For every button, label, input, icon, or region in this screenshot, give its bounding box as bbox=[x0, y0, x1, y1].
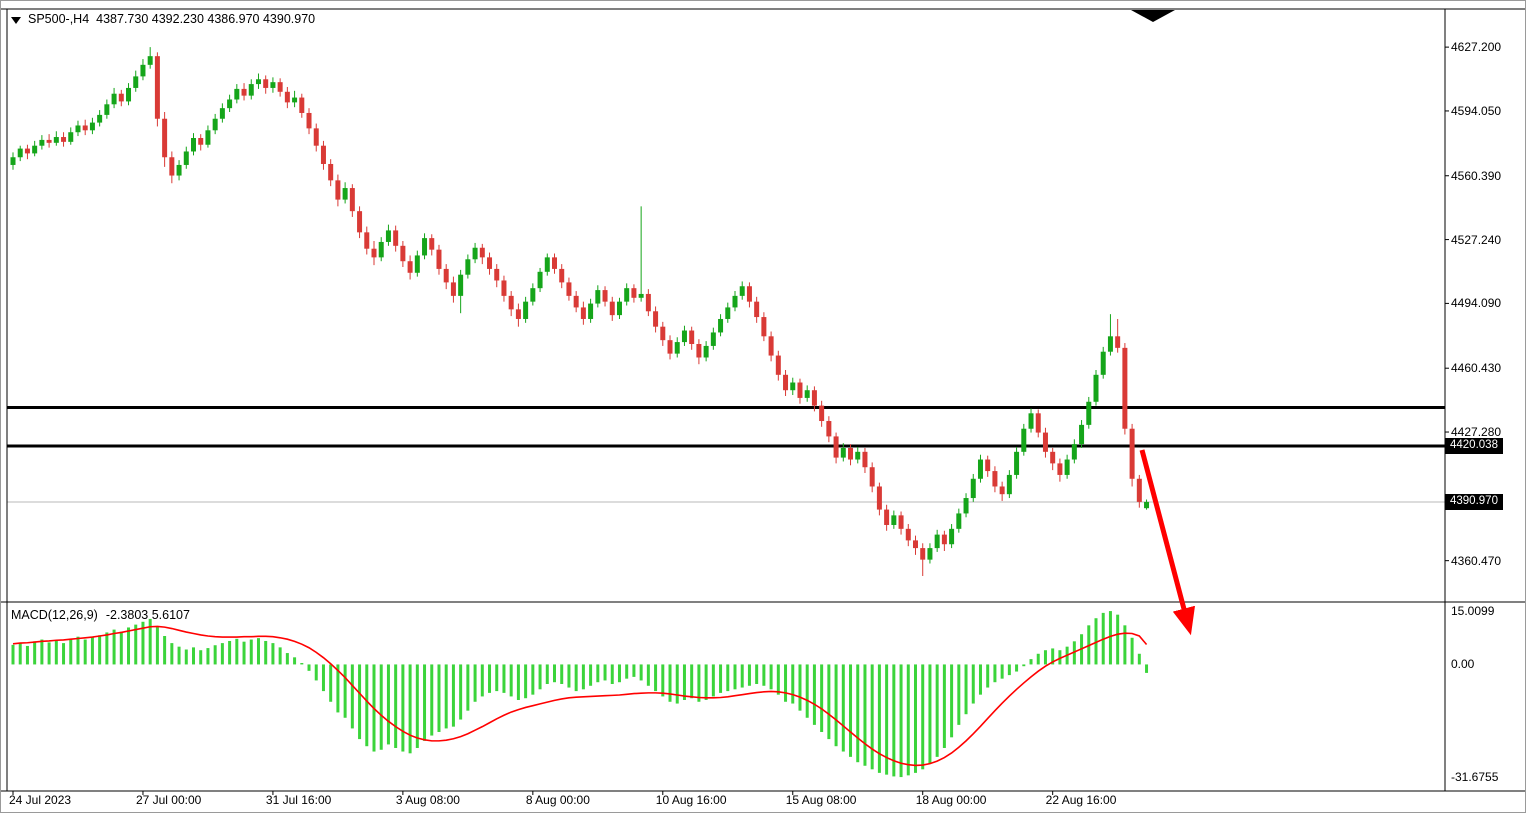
shift-marker-icon[interactable] bbox=[1131, 10, 1175, 22]
macd-axis-label: 15.0099 bbox=[1451, 604, 1495, 619]
price-tag: 4420.038 bbox=[1445, 437, 1503, 454]
time-axis-label: 27 Jul 00:00 bbox=[135, 793, 202, 807]
symbol-timeframe-label: SP500-,H4 bbox=[28, 12, 90, 26]
macd-signal-line bbox=[12, 625, 1148, 767]
time-axis-label: 31 Jul 16:00 bbox=[265, 793, 332, 807]
time-axis-label: 18 Aug 00:00 bbox=[915, 793, 987, 807]
price-axis-label: 4627.200 bbox=[1451, 40, 1502, 55]
price-axis-label: 4427.280 bbox=[1451, 425, 1502, 440]
time-axis-label: 8 Aug 00:00 bbox=[525, 793, 590, 807]
macd-indicator-label: MACD(12,26,9) -2.3803 5.6107 bbox=[11, 608, 190, 622]
price-axis-label: 4360.470 bbox=[1451, 553, 1502, 568]
macd-axis-label: -31.6755 bbox=[1451, 770, 1499, 785]
macd-axis-label: 0.00 bbox=[1451, 657, 1475, 672]
candlestick-series bbox=[10, 47, 1150, 577]
symbol-dropdown-icon[interactable] bbox=[11, 16, 21, 24]
chart-header: SP500-,H4 4387.730 4392.230 4386.970 439… bbox=[11, 12, 315, 26]
time-axis-label: 15 Aug 08:00 bbox=[785, 793, 857, 807]
ohlc-values: 4387.730 4392.230 4386.970 4390.970 bbox=[96, 12, 316, 26]
price-axis-label: 4560.390 bbox=[1451, 168, 1502, 183]
trend-arrow[interactable] bbox=[1139, 449, 1196, 636]
price-axis-label: 4527.240 bbox=[1451, 232, 1502, 247]
price-tag: 4390.970 bbox=[1445, 493, 1503, 510]
macd-values: -2.3803 5.6107 bbox=[105, 608, 190, 622]
time-axis-label: 24 Jul 2023 bbox=[9, 793, 72, 807]
price-axis-label: 4460.430 bbox=[1451, 361, 1502, 376]
time-axis-label: 22 Aug 16:00 bbox=[1045, 793, 1117, 807]
macd-histogram bbox=[11, 611, 1149, 778]
support-resistance-lines[interactable] bbox=[7, 406, 1445, 448]
price-axis-label: 4494.090 bbox=[1451, 296, 1502, 311]
time-axis-label: 3 Aug 08:00 bbox=[395, 793, 460, 807]
price-axis-label: 4594.050 bbox=[1451, 103, 1502, 118]
time-axis-label: 10 Aug 16:00 bbox=[655, 793, 727, 807]
macd-name: MACD(12,26,9) bbox=[11, 608, 98, 622]
price-axis[interactable]: 4627.200 4594.050 4560.390 4527.240 4494.090… bbox=[1445, 1, 1525, 812]
time-axis[interactable]: 24 Jul 2023 27 Jul 00:00 31 Jul 16:00 3 Aug… bbox=[1, 791, 1445, 812]
